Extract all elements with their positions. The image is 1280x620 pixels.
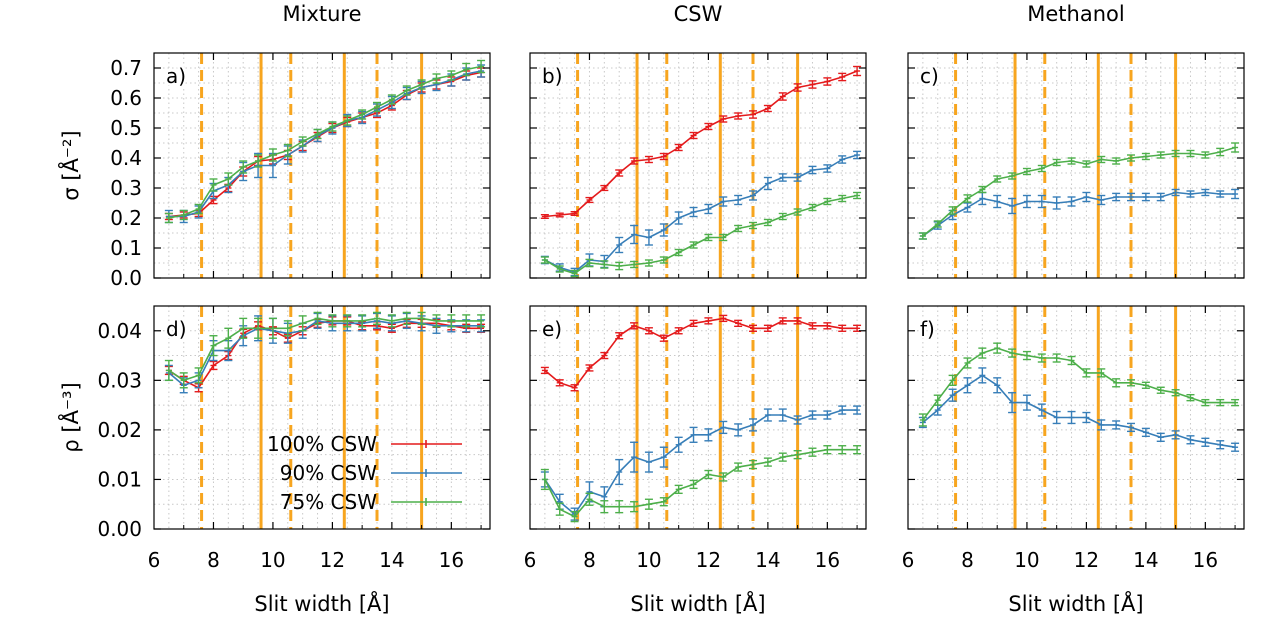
series-line — [168, 320, 482, 387]
panel-frame — [529, 305, 867, 530]
series-line — [168, 65, 482, 219]
series-line — [544, 317, 858, 389]
x-tick-label: 12 — [320, 548, 345, 572]
series-line — [168, 70, 482, 218]
panel-e: 6 8 10 12 14 16 e) — [524, 305, 867, 572]
series-line — [544, 448, 858, 518]
panel-label: f) — [920, 317, 935, 341]
y-tick-label: 0.01 — [97, 467, 142, 491]
panel-label: c) — [920, 64, 939, 88]
panel-label: a) — [166, 64, 186, 88]
x-tick-label: 8 — [583, 548, 596, 572]
series-90-csw — [918, 367, 1240, 452]
series-100-csw — [540, 314, 862, 392]
series-75-csw — [540, 445, 862, 523]
x-tick-label: 10 — [260, 548, 285, 572]
x-tick-label: 16 — [815, 548, 840, 572]
y-axis-label: ρ [Å⁻³] — [57, 382, 83, 452]
x-tick-label: 6 — [902, 548, 915, 572]
y-tick-label: 0.1 — [110, 236, 142, 260]
x-axis-label: Slit width [Å] — [254, 590, 389, 616]
panel-frame — [153, 305, 491, 530]
panel-frame — [907, 305, 1245, 530]
series-75-csw — [540, 191, 862, 278]
series-100-csw — [540, 65, 862, 220]
series-line — [922, 191, 1236, 237]
x-tick-label: 16 — [439, 548, 464, 572]
series-line — [544, 409, 858, 515]
series-75-csw — [164, 59, 486, 224]
series-line — [168, 317, 482, 382]
y-tick-label: 0.02 — [97, 418, 142, 442]
series-line — [544, 154, 858, 273]
y-tick-label: 0.7 — [110, 56, 142, 80]
x-tick-label: 10 — [1014, 548, 1039, 572]
series-75-csw — [918, 142, 1240, 240]
series-75-csw — [164, 311, 486, 389]
y-tick-label: 0.6 — [110, 86, 142, 110]
panel-b: b) — [529, 52, 867, 279]
y-tick-label: 0.04 — [97, 319, 142, 343]
x-tick-label: 6 — [524, 548, 537, 572]
series-90-csw — [540, 150, 862, 277]
x-tick-label: 16 — [1193, 548, 1218, 572]
x-tick-label: 12 — [1074, 548, 1099, 572]
y-tick-label: 0.0 — [110, 266, 142, 290]
series-90-csw — [164, 64, 486, 224]
legend-label: 75% CSW — [280, 490, 377, 514]
x-axis-label: Slit width [Å] — [630, 590, 765, 616]
x-tick-label: 10 — [636, 548, 661, 572]
series-line — [544, 70, 858, 218]
panel-frame — [907, 52, 1245, 279]
series-line — [922, 374, 1236, 448]
series-75-csw — [918, 342, 1240, 427]
panel-label: e) — [542, 317, 562, 341]
x-tick-label: 8 — [961, 548, 974, 572]
panel-c: c) — [907, 52, 1245, 279]
column-title: CSW — [674, 2, 723, 26]
y-tick-label: 0.3 — [110, 176, 142, 200]
series-line — [544, 194, 858, 275]
series-line — [168, 71, 482, 218]
panel-frame — [529, 52, 867, 279]
y-tick-label: 0.2 — [110, 206, 142, 230]
panel-label: d) — [166, 317, 187, 341]
series-line — [922, 146, 1236, 237]
column-title: Mixture — [282, 2, 361, 26]
x-tick-label: 12 — [696, 548, 721, 572]
x-axis-label: Slit width [Å] — [1008, 590, 1143, 616]
legend-label: 90% CSW — [280, 461, 377, 485]
panel-label: b) — [542, 64, 563, 88]
series-line — [922, 347, 1236, 421]
legend: 100% CSW 90% CSW 75% CSW — [267, 432, 462, 514]
y-tick-label: 0.03 — [97, 368, 142, 392]
y-tick-label: 0.5 — [110, 116, 142, 140]
y-tick-label: 0.00 — [97, 517, 142, 541]
panel-d: 100% CSW 90% CSW 75% CSW 6 8 10 12 14 16 0.00 0.01… — [97, 305, 491, 572]
y-axis-label: σ [Å⁻²] — [57, 130, 83, 200]
column-title: Methanol — [1027, 2, 1124, 26]
x-tick-label: 8 — [207, 548, 220, 572]
x-tick-label: 14 — [1133, 548, 1158, 572]
legend-label: 100% CSW — [267, 432, 377, 456]
y-tick-label: 0.4 — [110, 146, 142, 170]
panel-frame — [153, 52, 491, 279]
panel-a: 0.0 0.1 0.2 0.3 0.4 0.5 0.6 0.7 a) — [110, 52, 491, 290]
x-tick-label: 14 — [755, 548, 780, 572]
x-tick-label: 6 — [148, 548, 161, 572]
panel-f: 6 8 10 12 14 16 f) — [902, 305, 1245, 572]
x-tick-label: 14 — [379, 548, 404, 572]
